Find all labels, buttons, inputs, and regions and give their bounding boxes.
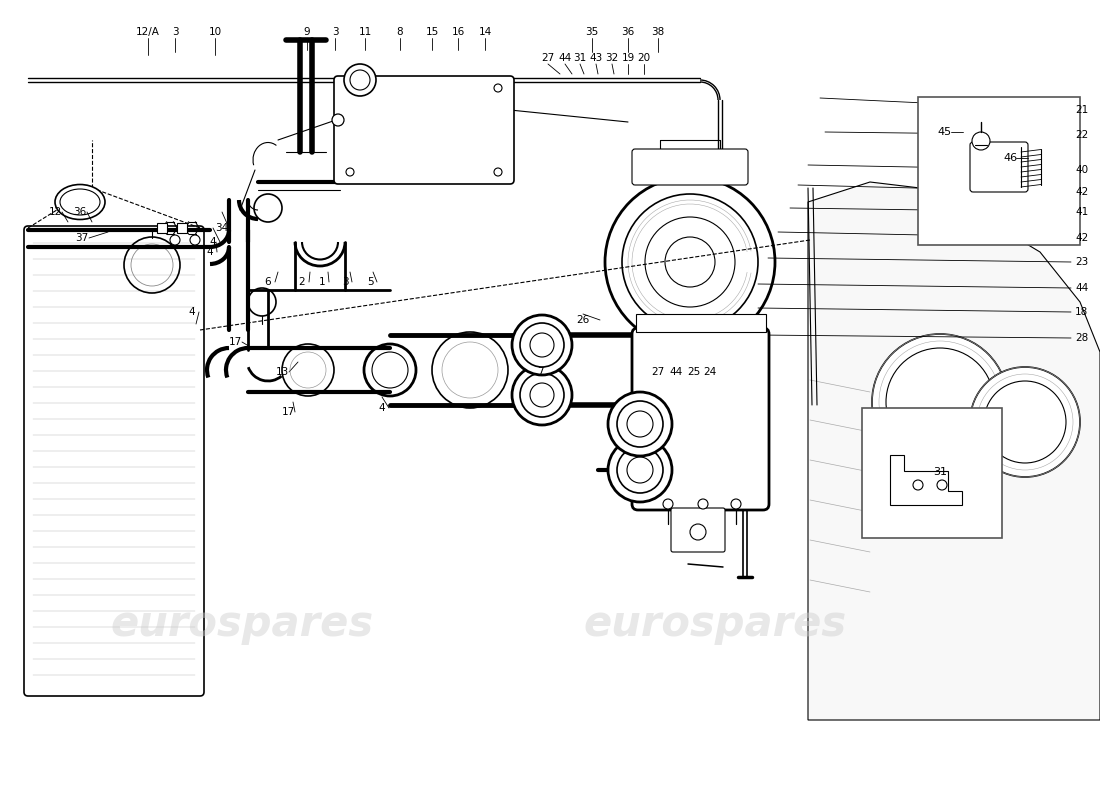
Text: 5: 5	[366, 277, 373, 287]
Text: 36: 36	[74, 207, 87, 217]
Circle shape	[190, 235, 200, 245]
Text: 3: 3	[172, 27, 178, 37]
Text: 45: 45	[938, 127, 953, 137]
Text: 42: 42	[1075, 233, 1088, 243]
Text: 4: 4	[210, 237, 217, 247]
Bar	[862, 408, 1002, 538]
Text: 4: 4	[378, 403, 385, 413]
Text: 3: 3	[342, 277, 349, 287]
Text: 10: 10	[208, 27, 221, 37]
Text: 22: 22	[1075, 130, 1088, 140]
Ellipse shape	[55, 185, 104, 219]
Text: 6: 6	[265, 277, 272, 287]
Text: 17: 17	[229, 337, 242, 347]
Text: 31: 31	[573, 53, 586, 63]
Bar	[918, 97, 1080, 245]
Text: 19: 19	[621, 53, 635, 63]
Circle shape	[732, 499, 741, 509]
Text: 12/A: 12/A	[136, 27, 160, 37]
Circle shape	[970, 367, 1080, 477]
Text: 28: 28	[1075, 333, 1088, 343]
Circle shape	[512, 315, 572, 375]
Text: 24: 24	[703, 367, 716, 377]
Text: 36: 36	[621, 27, 635, 37]
Text: 9: 9	[304, 27, 310, 37]
Text: 44: 44	[670, 367, 683, 377]
Bar	[636, 314, 766, 332]
Circle shape	[698, 499, 708, 509]
Text: 40: 40	[1075, 165, 1088, 175]
FancyBboxPatch shape	[334, 76, 514, 184]
Text: 42: 42	[1075, 187, 1088, 197]
Text: 1: 1	[319, 277, 326, 287]
Text: 44: 44	[559, 53, 572, 63]
Bar	[157, 223, 167, 233]
Circle shape	[170, 235, 180, 245]
Text: 25: 25	[688, 367, 701, 377]
Text: 11: 11	[359, 27, 372, 37]
Text: 32: 32	[605, 53, 618, 63]
Text: 37: 37	[76, 233, 89, 243]
Circle shape	[608, 438, 672, 502]
Text: 3: 3	[332, 27, 339, 37]
Text: 15: 15	[426, 27, 439, 37]
Ellipse shape	[60, 189, 100, 215]
FancyBboxPatch shape	[24, 226, 204, 696]
Text: 27: 27	[541, 53, 554, 63]
Text: eurospares: eurospares	[110, 603, 374, 645]
Circle shape	[512, 365, 572, 425]
Text: eurospares: eurospares	[583, 603, 847, 645]
Text: 26: 26	[576, 315, 590, 325]
Text: 16: 16	[451, 27, 464, 37]
Text: 20: 20	[637, 53, 650, 63]
Text: 7: 7	[537, 367, 543, 377]
Circle shape	[872, 334, 1008, 470]
Circle shape	[332, 114, 344, 126]
Text: 43: 43	[590, 53, 603, 63]
Circle shape	[605, 177, 775, 347]
FancyBboxPatch shape	[970, 142, 1028, 192]
Text: 35: 35	[585, 27, 598, 37]
Text: 4: 4	[189, 307, 196, 317]
Circle shape	[663, 499, 673, 509]
Text: 34: 34	[216, 223, 229, 233]
FancyBboxPatch shape	[632, 149, 748, 185]
Text: 46: 46	[1003, 153, 1018, 163]
Text: 4: 4	[207, 247, 213, 257]
Text: 2: 2	[299, 277, 306, 287]
FancyBboxPatch shape	[632, 328, 769, 510]
Text: 41: 41	[1075, 207, 1088, 217]
Text: 17: 17	[282, 407, 295, 417]
Polygon shape	[890, 455, 962, 505]
Text: 44: 44	[1075, 283, 1088, 293]
Text: 38: 38	[651, 27, 664, 37]
Circle shape	[608, 392, 672, 456]
Circle shape	[972, 132, 990, 150]
Bar	[177, 223, 187, 233]
Text: 13: 13	[275, 367, 288, 377]
Circle shape	[344, 64, 376, 96]
Text: 8: 8	[397, 27, 404, 37]
Text: 27: 27	[651, 367, 664, 377]
FancyBboxPatch shape	[671, 508, 725, 552]
Text: 31: 31	[933, 467, 947, 477]
Text: 14: 14	[478, 27, 492, 37]
Text: 12: 12	[48, 207, 62, 217]
Text: 21: 21	[1075, 105, 1088, 115]
Text: 23: 23	[1075, 257, 1088, 267]
Polygon shape	[808, 182, 1100, 720]
Text: 18: 18	[1075, 307, 1088, 317]
